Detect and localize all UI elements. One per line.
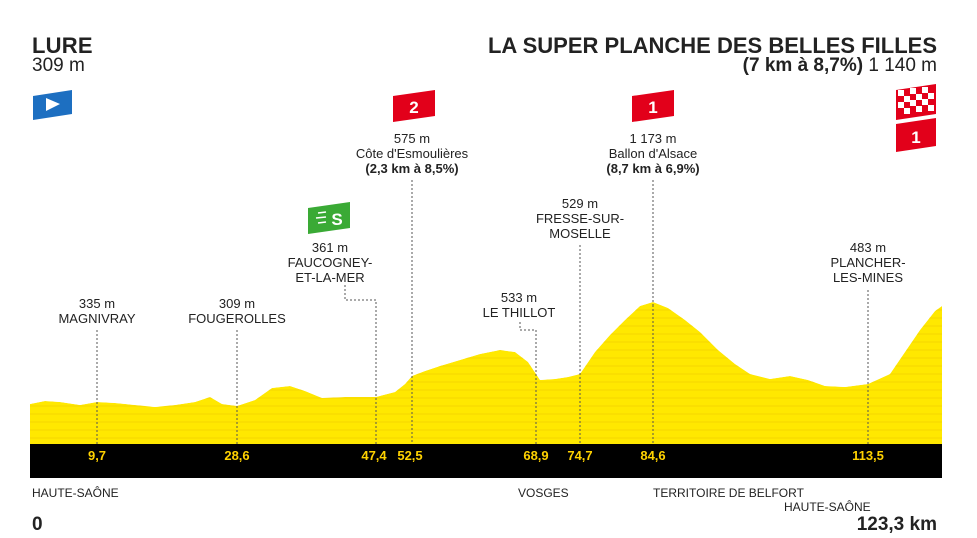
waypoint-name: LE THILLOT	[482, 305, 556, 320]
waypoint-leaders	[96, 180, 869, 444]
region-vosges: VOSGES	[518, 486, 569, 500]
elevation-profile	[30, 302, 942, 444]
waypoint-fougerolles: 309 m FOUGEROLLES	[188, 296, 286, 326]
waypoint-name: MAGNIVRAY	[58, 311, 136, 326]
waypoint-plancher: 483 m PLANCHER- LES-MINES	[830, 240, 905, 285]
waypoint-name-line2: MOSELLE	[549, 226, 611, 241]
waypoint-altitude: 483 m	[849, 240, 887, 255]
waypoint-altitude: 529 m	[561, 196, 599, 211]
waypoint-alsace: 1 173 m Ballon d'Alsace (8,7 km à 6,9%)	[606, 131, 699, 176]
waypoint-name: PLANCHER-	[830, 255, 906, 270]
finish-climb: (7 km à 8,7%)	[742, 55, 864, 76]
region-belfort: TERRITOIRE DE BELFORT	[653, 486, 804, 500]
km-marker: 52,5	[397, 448, 423, 463]
waypoint-name: Ballon d'Alsace	[608, 146, 698, 161]
region-haute-saone: HAUTE-SAÔNE	[32, 486, 119, 500]
waypoint-esmoulieres: 575 m Côte d'Esmoulières (2,3 km à 8,5%)	[356, 131, 468, 176]
region-haute-saone-end: HAUTE-SAÔNE	[784, 500, 871, 514]
waypoint-name: Côte d'Esmoulières	[355, 146, 469, 161]
waypoint-name-line2: LES-MINES	[832, 270, 904, 285]
km-marker: 74,7	[567, 448, 593, 463]
waypoint-altitude: 309 m	[218, 296, 256, 311]
finish-altitude: 1 140 m	[868, 55, 937, 76]
finish-cat1-flag-icon: 1	[896, 118, 936, 152]
km-marker: 47,4	[361, 448, 387, 463]
climb-cat2-label: 2	[409, 98, 418, 117]
climb-cat2-flag-icon: 2	[393, 90, 435, 122]
start-name: LURE	[32, 33, 93, 58]
km-marker: 84,6	[640, 448, 666, 463]
start-flag-icon	[33, 90, 72, 120]
waypoint-altitude: 575 m	[393, 131, 431, 146]
waypoint-detail: (2,3 km à 8,5%)	[365, 161, 459, 176]
distance-start: 0	[32, 514, 43, 535]
finish-name: LA SUPER PLANCHE DES BELLES FILLES	[487, 33, 937, 58]
km-marker: 28,6	[224, 448, 250, 463]
waypoint-name: FRESSE-SUR-	[535, 211, 625, 226]
distance-total: 123,3 km	[856, 514, 937, 535]
climb-cat1-flag-icon: 1	[632, 90, 674, 122]
sprint-flag-icon: S	[308, 202, 350, 234]
waypoint-altitude: 335 m	[78, 296, 116, 311]
waypoint-detail: (8,7 km à 6,9%)	[606, 161, 700, 176]
finish-checkered-flag-icon	[896, 84, 936, 120]
climb-cat1-label: 1	[648, 98, 657, 117]
finish-subtitle: (7 km à 8,7%) 1 140 m	[743, 55, 937, 77]
finish-cat-label: 1	[911, 128, 920, 147]
waypoint-name-line2: ET-LA-MER	[295, 270, 365, 285]
waypoint-name: FOUGEROLLES	[188, 311, 286, 326]
waypoint-altitude: 361 m	[311, 240, 349, 255]
km-marker: 68,9	[523, 448, 549, 463]
sprint-label: S	[331, 210, 342, 229]
start-altitude: 309 m	[32, 55, 85, 76]
km-band	[30, 444, 942, 478]
waypoint-fresse: 529 m FRESSE-SUR- MOSELLE	[536, 196, 624, 241]
waypoint-altitude: 533 m	[500, 290, 538, 305]
waypoint-faucogney: 361 m FAUCOGNEY- ET-LA-MER	[288, 240, 373, 285]
km-marker: 9,7	[87, 448, 107, 463]
waypoint-altitude: 1 173 m	[629, 131, 677, 146]
waypoint-thillot: 533 m LE THILLOT	[483, 290, 556, 320]
waypoint-name: FAUCOGNEY-	[287, 255, 373, 270]
waypoint-magnivray: 335 m MAGNIVRAY	[58, 296, 135, 326]
km-marker: 113,5	[852, 448, 884, 463]
